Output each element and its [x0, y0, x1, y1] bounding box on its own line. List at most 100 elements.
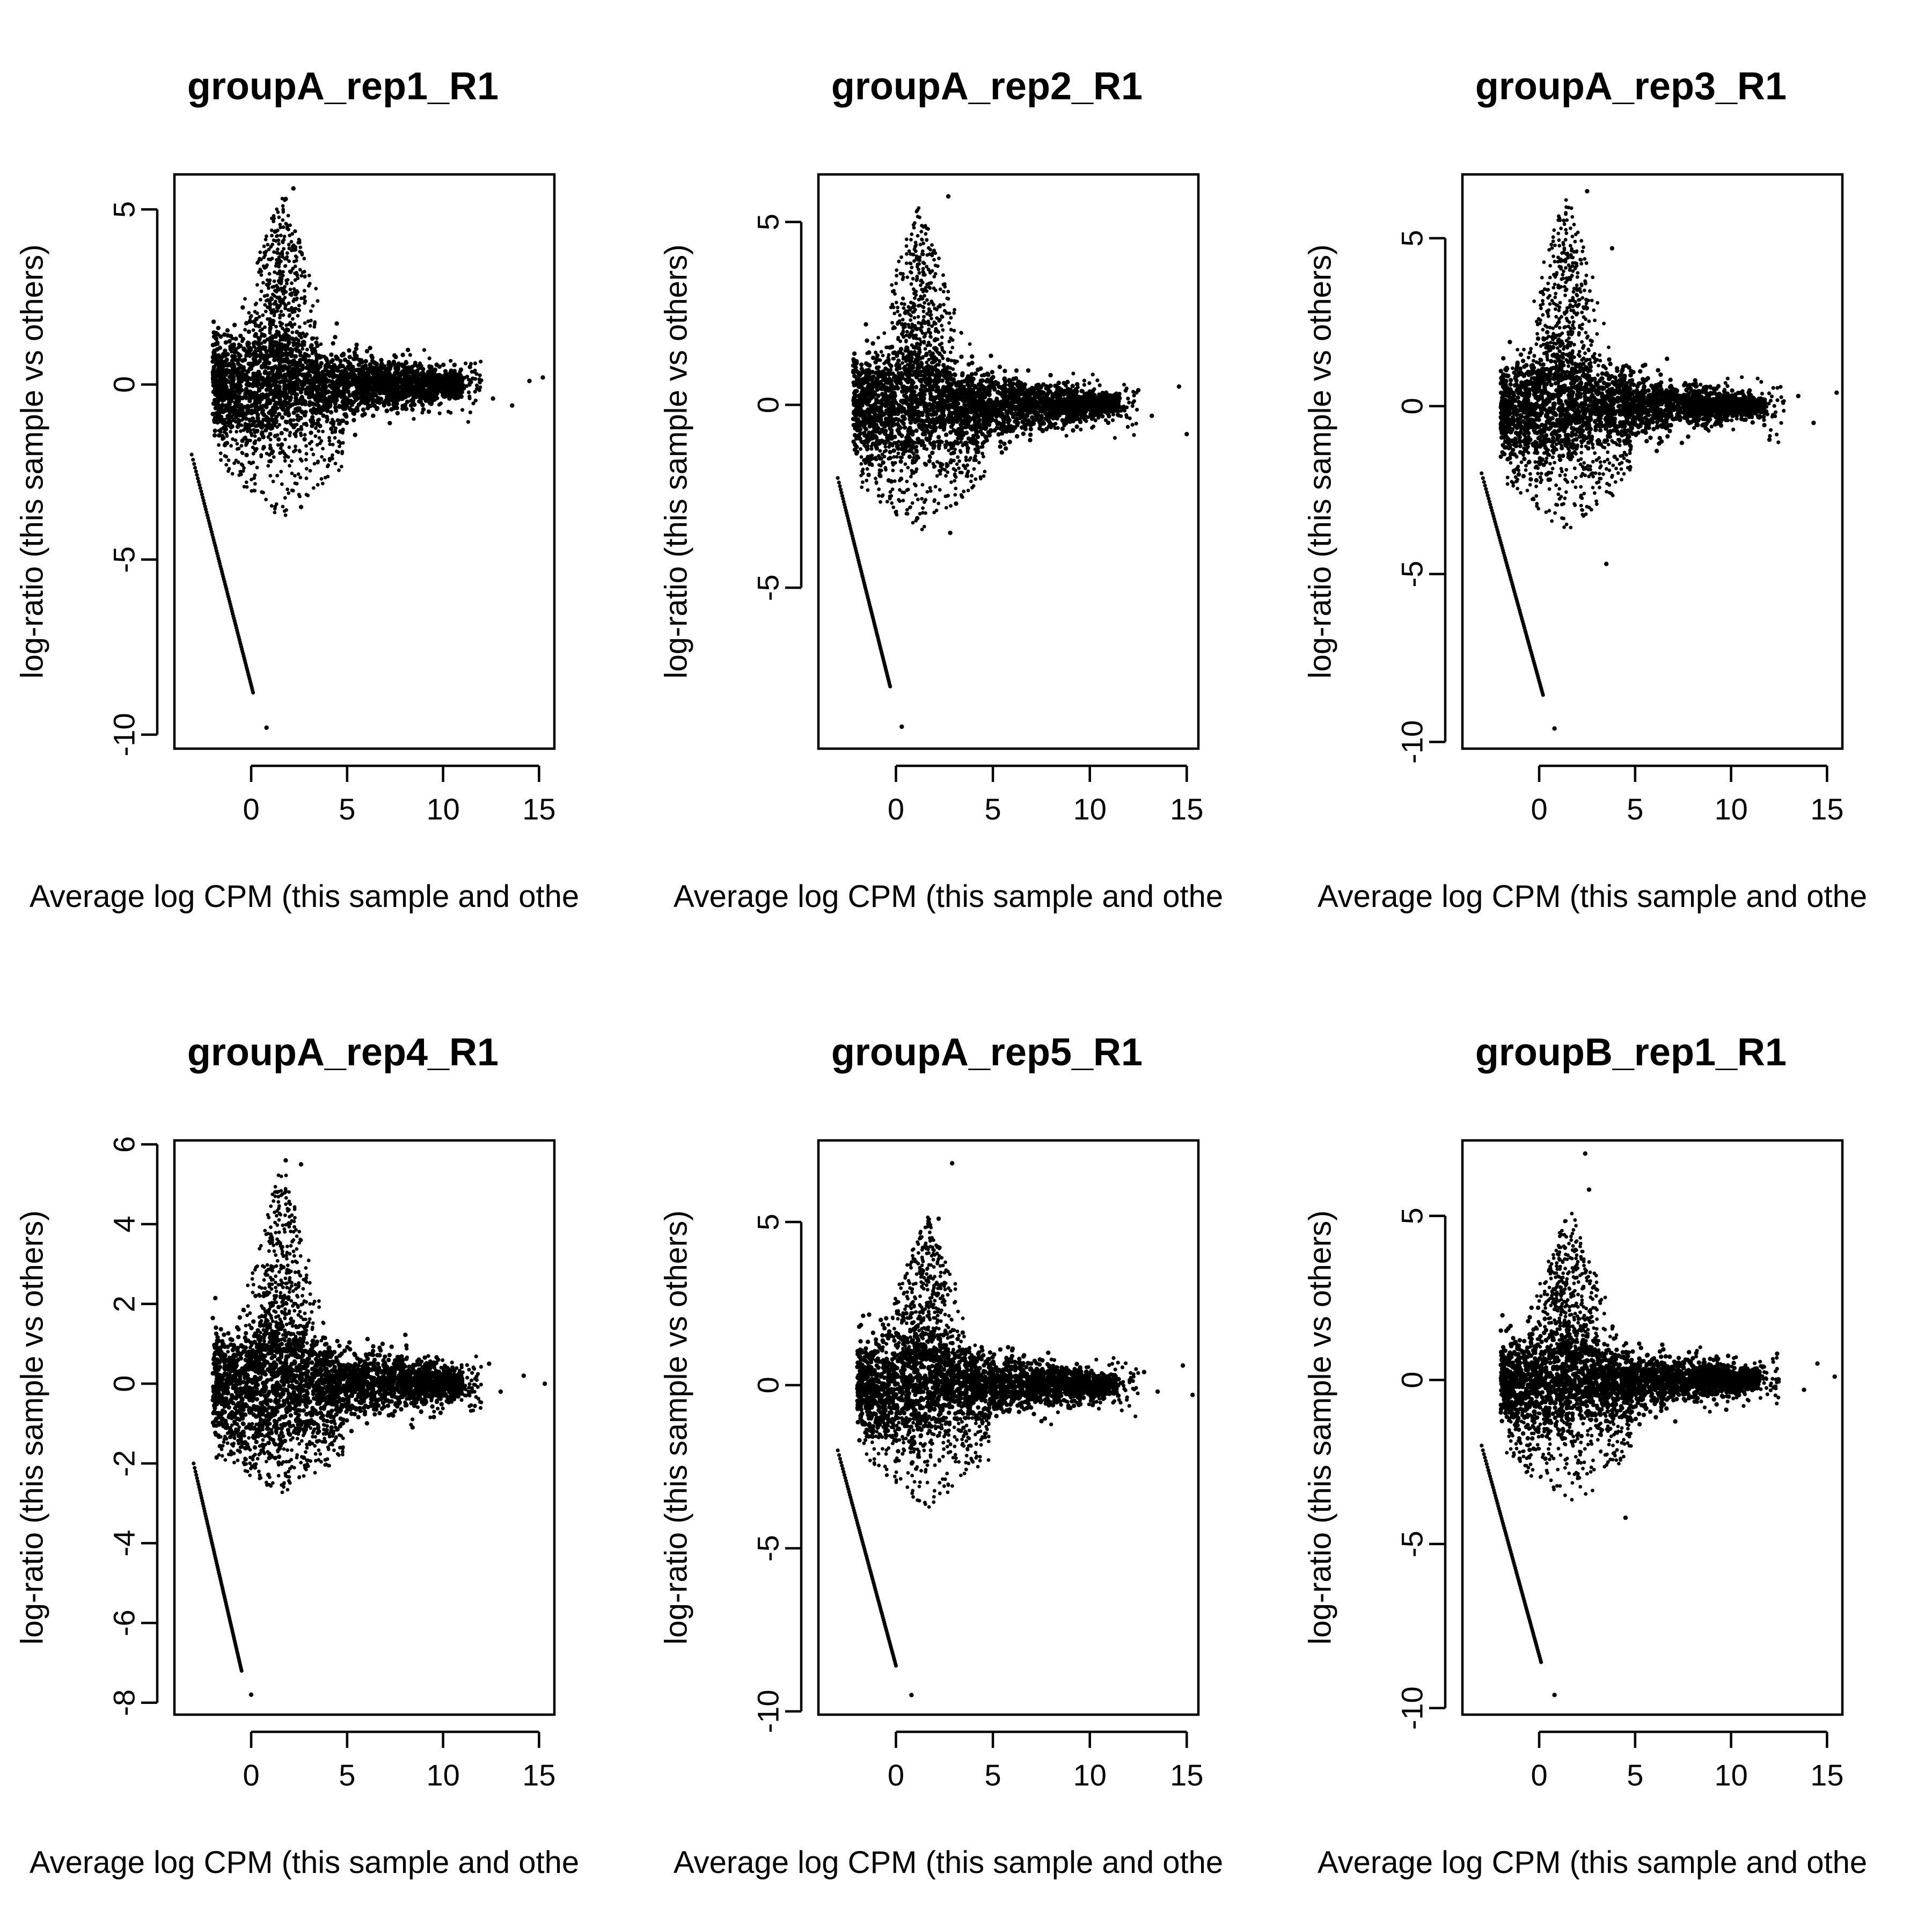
data-point	[193, 466, 197, 470]
data-point	[283, 459, 287, 463]
data-point	[213, 376, 217, 381]
data-point	[224, 406, 230, 411]
data-point	[263, 364, 268, 369]
data-point	[287, 352, 291, 356]
data-point	[339, 465, 343, 469]
data-point	[903, 411, 909, 415]
y-tick-label: 0	[107, 376, 141, 393]
data-point	[265, 376, 270, 380]
y-tick-label: -5	[107, 546, 141, 573]
data-point	[317, 429, 320, 433]
data-point	[350, 379, 355, 384]
data-point	[340, 392, 345, 397]
data-point	[317, 436, 321, 440]
data-point	[285, 223, 289, 227]
data-point	[428, 381, 433, 385]
data-point	[266, 426, 270, 430]
data-point	[222, 436, 226, 440]
data-point	[294, 254, 298, 258]
data-point	[295, 349, 299, 353]
data-point	[226, 469, 230, 473]
data-point	[279, 342, 283, 346]
data-point	[1007, 440, 1012, 444]
data-point	[293, 229, 297, 233]
data-point	[231, 362, 236, 367]
data-point	[435, 376, 439, 380]
data-point	[274, 325, 278, 329]
data-point	[337, 468, 341, 472]
data-point	[410, 407, 415, 412]
data-point	[311, 486, 316, 490]
data-point	[210, 370, 216, 375]
data-point	[1002, 369, 1007, 374]
data-point	[311, 452, 316, 457]
data-point	[245, 427, 250, 431]
data-point	[259, 321, 264, 325]
data-point	[281, 208, 286, 211]
data-point	[347, 355, 352, 360]
data-point	[459, 390, 464, 394]
data-point	[230, 389, 235, 394]
data-point	[303, 295, 307, 299]
data-point	[244, 416, 248, 421]
data-point	[265, 234, 268, 238]
data-point	[474, 372, 479, 376]
data-point	[260, 332, 264, 336]
data-point	[338, 363, 343, 368]
data-point	[240, 339, 244, 343]
data-point	[308, 324, 312, 328]
data-point	[282, 238, 286, 242]
data-point	[335, 449, 339, 453]
data-point	[283, 496, 287, 500]
data-point	[245, 485, 249, 489]
data-point	[251, 383, 256, 388]
data-point	[248, 318, 252, 323]
data-point	[244, 388, 248, 393]
data-point	[863, 322, 868, 327]
data-point	[272, 357, 277, 362]
data-point	[429, 391, 434, 395]
data-point	[253, 310, 257, 314]
data-point	[309, 430, 313, 435]
data-point	[261, 491, 265, 495]
data-point	[247, 367, 252, 371]
data-point	[330, 456, 334, 460]
data-point	[259, 352, 264, 356]
data-point	[360, 398, 364, 403]
data-point	[280, 359, 285, 364]
data-point	[298, 354, 302, 357]
data-point	[299, 274, 304, 278]
data-point	[232, 404, 237, 409]
data-point	[459, 394, 464, 399]
data-point	[266, 338, 270, 342]
data-point	[291, 418, 296, 422]
data-point	[313, 434, 318, 438]
data-point	[292, 322, 297, 326]
data-point	[479, 378, 484, 383]
data-point	[420, 411, 425, 415]
data-point	[326, 362, 331, 367]
data-point	[343, 412, 348, 417]
data-point	[408, 353, 412, 357]
data-point	[461, 383, 465, 387]
data-point	[442, 386, 447, 391]
data-point	[212, 433, 217, 438]
data-point	[297, 387, 302, 392]
data-point	[391, 360, 396, 365]
data-point	[340, 418, 344, 422]
data-point	[333, 405, 338, 410]
data-point	[286, 413, 291, 418]
data-point	[361, 407, 366, 412]
data-point	[259, 298, 262, 302]
data-point	[290, 402, 295, 407]
data-point	[283, 264, 288, 268]
data-point	[434, 391, 438, 395]
data-point	[275, 375, 280, 380]
data-point	[243, 328, 247, 332]
data-point	[330, 430, 334, 435]
data-point	[460, 408, 465, 412]
data-point	[340, 450, 345, 454]
data-point	[258, 336, 262, 341]
data-point	[251, 691, 255, 695]
